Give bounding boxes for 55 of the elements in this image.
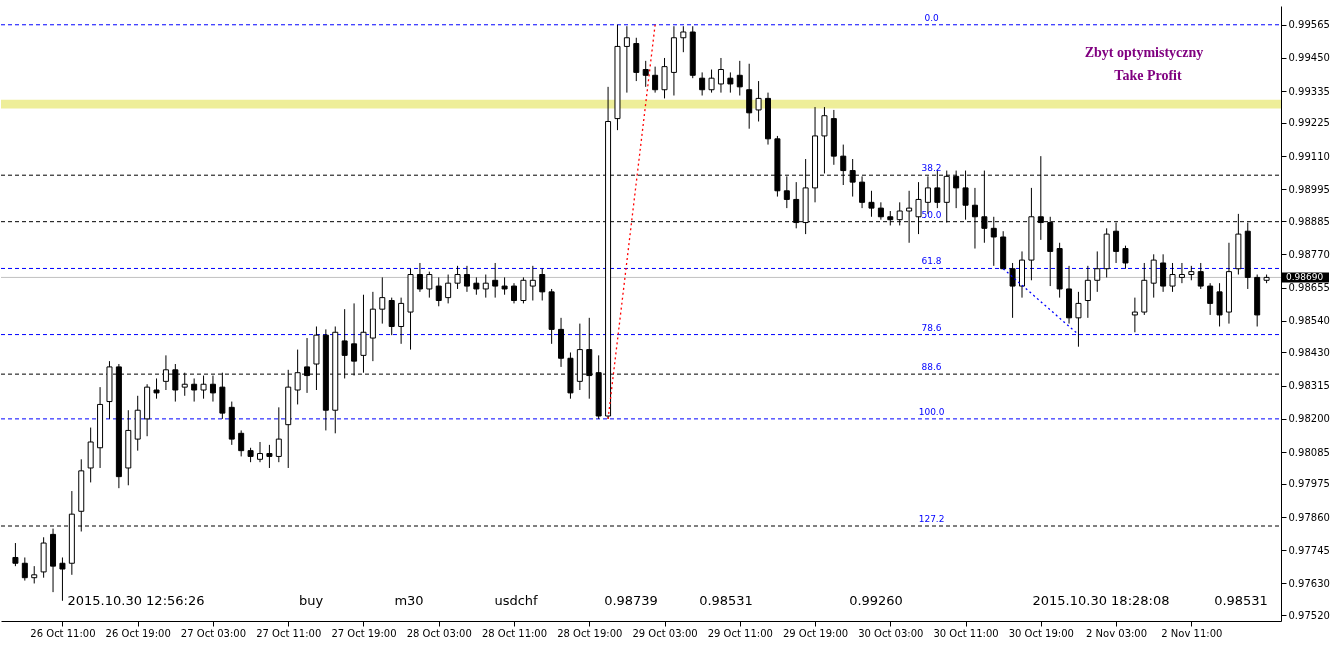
- annotation: 0.0: [924, 12, 939, 23]
- annotation: 50.0: [921, 209, 942, 220]
- annotation: m30: [394, 593, 424, 608]
- y-tick-label: 0.98655: [1288, 282, 1330, 294]
- y-tick-label: 0.98770: [1288, 248, 1330, 260]
- x-tick-label: 29 Oct 03:00: [632, 627, 698, 639]
- annotation: buy: [298, 593, 324, 608]
- annotation: 0.99260: [849, 593, 903, 608]
- x-tick-label: 30 Oct 19:00: [1008, 627, 1074, 639]
- y-tick-label: 0.97975: [1288, 478, 1330, 490]
- annotation: 0.98531: [699, 593, 753, 608]
- y-tick-label: 0.97520: [1288, 609, 1330, 621]
- annotation: usdchf: [494, 593, 539, 608]
- annotation: 61.8: [921, 256, 942, 267]
- annotation: 100.0: [918, 406, 945, 417]
- x-tick-label: 27 Oct 03:00: [180, 627, 247, 639]
- y-tick-label: 0.98995: [1288, 183, 1330, 195]
- x-tick-label: 26 Oct 11:00: [30, 627, 96, 639]
- x-tick-label: 29 Oct 19:00: [782, 627, 849, 639]
- annotation: 2015.10.30 12:56:26: [67, 593, 205, 608]
- y-tick-label: 0.99110: [1288, 150, 1330, 162]
- y-tick-label: 0.99335: [1288, 85, 1330, 97]
- x-tick-label: 29 Oct 11:00: [707, 627, 773, 639]
- annotation: Take Profit: [1114, 68, 1182, 83]
- x-tick-label: 26 Oct 19:00: [105, 627, 171, 639]
- annotation: 2015.10.30 18:28:08: [1032, 593, 1170, 608]
- x-tick-label: 28 Oct 03:00: [406, 627, 472, 639]
- y-tick-label: 0.97860: [1288, 511, 1330, 523]
- annotation: 0.98739: [604, 593, 658, 608]
- x-tick-label: 28 Oct 11:00: [481, 627, 548, 639]
- y-tick-label: 0.99225: [1288, 117, 1330, 129]
- x-tick-label: 30 Oct 11:00: [933, 627, 999, 639]
- x-tick-label: 2 Nov 03:00: [1086, 627, 1148, 639]
- annotation: 88.6: [921, 362, 942, 373]
- y-tick-label: 0.98085: [1288, 446, 1330, 458]
- y-tick-label: 0.98540: [1288, 315, 1330, 327]
- y-tick-label: 0.98315: [1288, 380, 1330, 392]
- y-tick-label: 0.99565: [1288, 19, 1330, 31]
- ref-line-label: 0.98690: [1286, 272, 1324, 283]
- annotation: 38.2: [921, 163, 942, 174]
- annotation: 78.6: [921, 322, 942, 333]
- x-tick-label: 27 Oct 11:00: [256, 627, 322, 639]
- x-tick-label: 30 Oct 03:00: [858, 627, 924, 639]
- y-tick-label: 0.98200: [1288, 413, 1330, 425]
- x-tick-label: 28 Oct 19:00: [557, 627, 623, 639]
- annotation: 127.2: [918, 514, 945, 525]
- y-tick-label: 0.99450: [1288, 52, 1330, 64]
- y-tick-label: 0.98885: [1288, 215, 1330, 227]
- annotation: Zbyt optymistyczny: [1084, 45, 1204, 60]
- x-tick-label: 2 Nov 11:00: [1161, 627, 1223, 639]
- annotation: 0.98531: [1214, 593, 1268, 608]
- y-tick-label: 0.97745: [1288, 544, 1330, 556]
- y-tick-label: 0.98430: [1288, 346, 1330, 358]
- x-tick-label: 27 Oct 19:00: [331, 627, 397, 639]
- y-tick-label: 0.97630: [1288, 577, 1330, 589]
